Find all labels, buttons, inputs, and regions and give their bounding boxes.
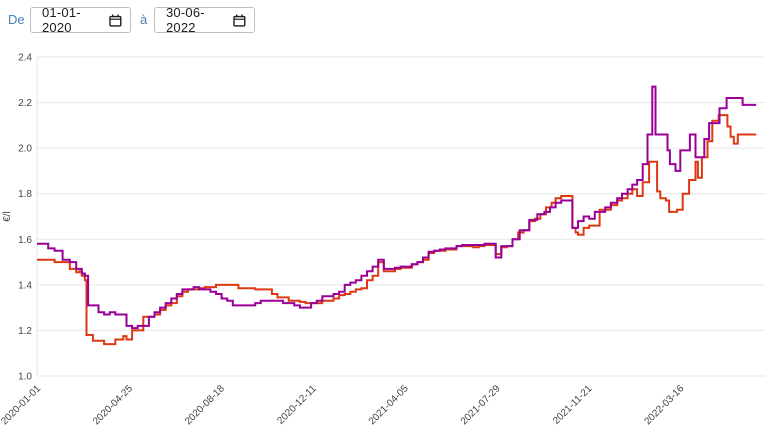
date-to-input[interactable]: 30-06-2022 [154,5,255,35]
date-from-input[interactable]: 01-01-2020 [30,5,131,35]
date-to-value[interactable]: 30-06-2022 [166,5,205,35]
x-tick-label: 2021-11-21 [551,383,595,427]
date-from-value[interactable]: 01-01-2020 [42,5,81,35]
date-to-label: à [140,12,148,27]
y-tick-label: 1.8 [18,189,32,200]
purple-series-line[interactable] [37,85,757,330]
y-tick-label: 1.6 [18,235,32,246]
y-tick-label: 2.4 [18,53,32,64]
y-axis-title: €/l [2,211,13,222]
x-tick-label: 2020-08-18 [183,383,227,427]
y-tick-label: 1.0 [18,372,32,383]
x-tick-label: 2022-03-16 [642,383,686,427]
x-tick-label: 2020-12-11 [275,383,319,427]
x-tick-label: 2021-04-05 [367,383,411,427]
fuel-price-step-chart: 1.0 1.2 1.4 1.6 1.8 2.0 2.2 2.4 2020-01-01 2020-0… [0,53,765,427]
y-tick-label: 2.2 [18,98,32,109]
calendar-icon[interactable] [233,14,246,27]
chart-area: 1.0 1.2 1.4 1.6 1.8 2.0 2.2 2.4 2020-01-01 2020-0… [0,45,770,434]
date-range-controls: De 01-01-2020 à 30-06-2022 [0,0,770,45]
x-tick-label: 2020-04-25 [91,383,135,427]
y-tick-label: 1.2 [18,326,32,337]
date-from-label: De [8,12,25,27]
x-tick-label: 2020-01-01 [0,383,43,427]
x-tick-label: 2021-07-29 [459,383,503,427]
y-tick-label: 2.0 [18,144,32,155]
calendar-icon[interactable] [109,14,122,27]
y-tick-label: 1.4 [18,280,32,291]
